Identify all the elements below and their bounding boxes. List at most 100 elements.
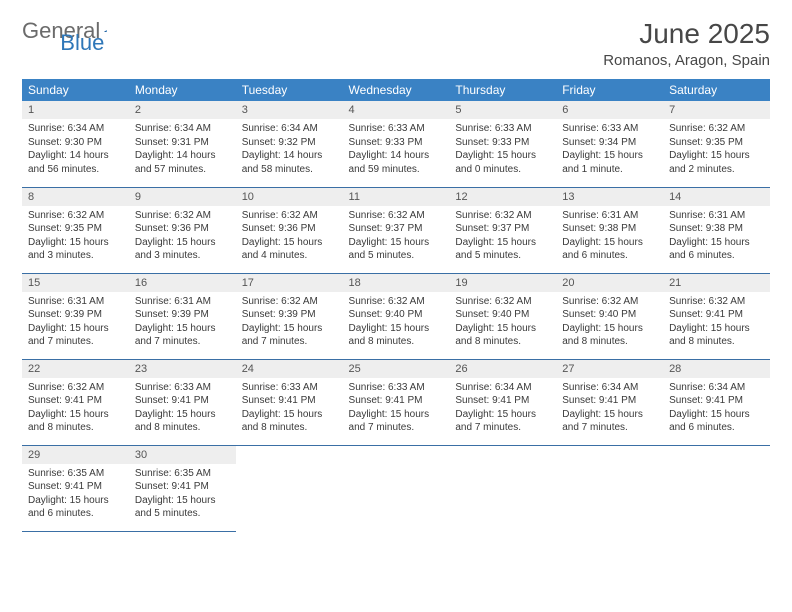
daylight-text: Daylight: 15 hours and 5 minutes. bbox=[455, 236, 550, 263]
calendar-row: 15Sunrise: 6:31 AMSunset: 9:39 PMDayligh… bbox=[22, 273, 770, 359]
daylight-text: Daylight: 15 hours and 7 minutes. bbox=[349, 408, 444, 435]
calendar-cell: 7Sunrise: 6:32 AMSunset: 9:35 PMDaylight… bbox=[663, 101, 770, 187]
day-content: Sunrise: 6:32 AMSunset: 9:40 PMDaylight:… bbox=[556, 292, 663, 355]
sunrise-text: Sunrise: 6:32 AM bbox=[349, 209, 444, 223]
day-number: 9 bbox=[129, 188, 236, 206]
daylight-text: Daylight: 15 hours and 1 minute. bbox=[562, 149, 657, 176]
logo: General Blue bbox=[22, 18, 174, 44]
day-content: Sunrise: 6:31 AMSunset: 9:39 PMDaylight:… bbox=[22, 292, 129, 355]
day-number: 26 bbox=[449, 360, 556, 378]
sunset-text: Sunset: 9:35 PM bbox=[669, 136, 764, 150]
daylight-text: Daylight: 15 hours and 3 minutes. bbox=[135, 236, 230, 263]
sunset-text: Sunset: 9:34 PM bbox=[562, 136, 657, 150]
logo-text-part2: Blue bbox=[60, 30, 104, 56]
weekday-header: Friday bbox=[556, 79, 663, 101]
calendar-cell: 24Sunrise: 6:33 AMSunset: 9:41 PMDayligh… bbox=[236, 359, 343, 445]
sunrise-text: Sunrise: 6:32 AM bbox=[562, 295, 657, 309]
calendar-cell: 30Sunrise: 6:35 AMSunset: 9:41 PMDayligh… bbox=[129, 445, 236, 531]
day-content: Sunrise: 6:32 AMSunset: 9:40 PMDaylight:… bbox=[449, 292, 556, 355]
sunset-text: Sunset: 9:30 PM bbox=[28, 136, 123, 150]
day-number: 15 bbox=[22, 274, 129, 292]
daylight-text: Daylight: 15 hours and 8 minutes. bbox=[135, 408, 230, 435]
daylight-text: Daylight: 15 hours and 7 minutes. bbox=[28, 322, 123, 349]
day-content: Sunrise: 6:34 AMSunset: 9:30 PMDaylight:… bbox=[22, 119, 129, 182]
calendar-cell: 16Sunrise: 6:31 AMSunset: 9:39 PMDayligh… bbox=[129, 273, 236, 359]
daylight-text: Daylight: 15 hours and 7 minutes. bbox=[562, 408, 657, 435]
day-number: 20 bbox=[556, 274, 663, 292]
calendar-row: 8Sunrise: 6:32 AMSunset: 9:35 PMDaylight… bbox=[22, 187, 770, 273]
day-content: Sunrise: 6:33 AMSunset: 9:33 PMDaylight:… bbox=[343, 119, 450, 182]
sunrise-text: Sunrise: 6:35 AM bbox=[135, 467, 230, 481]
calendar-cell bbox=[343, 445, 450, 531]
sunrise-text: Sunrise: 6:31 AM bbox=[562, 209, 657, 223]
day-content: Sunrise: 6:32 AMSunset: 9:41 PMDaylight:… bbox=[22, 378, 129, 441]
calendar-cell: 22Sunrise: 6:32 AMSunset: 9:41 PMDayligh… bbox=[22, 359, 129, 445]
calendar-cell: 3Sunrise: 6:34 AMSunset: 9:32 PMDaylight… bbox=[236, 101, 343, 187]
sunrise-text: Sunrise: 6:33 AM bbox=[349, 381, 444, 395]
sunrise-text: Sunrise: 6:33 AM bbox=[562, 122, 657, 136]
sunrise-text: Sunrise: 6:31 AM bbox=[135, 295, 230, 309]
sunset-text: Sunset: 9:41 PM bbox=[669, 394, 764, 408]
sunrise-text: Sunrise: 6:34 AM bbox=[135, 122, 230, 136]
sunset-text: Sunset: 9:37 PM bbox=[349, 222, 444, 236]
calendar-cell: 18Sunrise: 6:32 AMSunset: 9:40 PMDayligh… bbox=[343, 273, 450, 359]
sunrise-text: Sunrise: 6:34 AM bbox=[562, 381, 657, 395]
sunrise-text: Sunrise: 6:33 AM bbox=[455, 122, 550, 136]
calendar-cell: 25Sunrise: 6:33 AMSunset: 9:41 PMDayligh… bbox=[343, 359, 450, 445]
sunrise-text: Sunrise: 6:34 AM bbox=[455, 381, 550, 395]
day-content: Sunrise: 6:34 AMSunset: 9:31 PMDaylight:… bbox=[129, 119, 236, 182]
sunset-text: Sunset: 9:40 PM bbox=[455, 308, 550, 322]
sunset-text: Sunset: 9:37 PM bbox=[455, 222, 550, 236]
day-number: 27 bbox=[556, 360, 663, 378]
day-content: Sunrise: 6:34 AMSunset: 9:41 PMDaylight:… bbox=[449, 378, 556, 441]
weekday-header: Tuesday bbox=[236, 79, 343, 101]
sunrise-text: Sunrise: 6:32 AM bbox=[242, 295, 337, 309]
weekday-header: Thursday bbox=[449, 79, 556, 101]
sunrise-text: Sunrise: 6:34 AM bbox=[28, 122, 123, 136]
calendar-cell: 5Sunrise: 6:33 AMSunset: 9:33 PMDaylight… bbox=[449, 101, 556, 187]
sunset-text: Sunset: 9:41 PM bbox=[562, 394, 657, 408]
calendar-cell: 6Sunrise: 6:33 AMSunset: 9:34 PMDaylight… bbox=[556, 101, 663, 187]
daylight-text: Daylight: 14 hours and 57 minutes. bbox=[135, 149, 230, 176]
weekday-header: Wednesday bbox=[343, 79, 450, 101]
daylight-text: Daylight: 15 hours and 8 minutes. bbox=[349, 322, 444, 349]
sunset-text: Sunset: 9:41 PM bbox=[349, 394, 444, 408]
calendar-cell: 12Sunrise: 6:32 AMSunset: 9:37 PMDayligh… bbox=[449, 187, 556, 273]
weekday-header: Sunday bbox=[22, 79, 129, 101]
sunrise-text: Sunrise: 6:33 AM bbox=[242, 381, 337, 395]
calendar-cell bbox=[449, 445, 556, 531]
day-number: 29 bbox=[22, 446, 129, 464]
day-content: Sunrise: 6:32 AMSunset: 9:37 PMDaylight:… bbox=[449, 206, 556, 269]
day-number: 4 bbox=[343, 101, 450, 119]
sunset-text: Sunset: 9:41 PM bbox=[135, 394, 230, 408]
daylight-text: Daylight: 15 hours and 0 minutes. bbox=[455, 149, 550, 176]
location: Romanos, Aragon, Spain bbox=[603, 52, 770, 69]
day-content: Sunrise: 6:32 AMSunset: 9:36 PMDaylight:… bbox=[236, 206, 343, 269]
daylight-text: Daylight: 15 hours and 8 minutes. bbox=[455, 322, 550, 349]
sunset-text: Sunset: 9:31 PM bbox=[135, 136, 230, 150]
calendar-cell: 19Sunrise: 6:32 AMSunset: 9:40 PMDayligh… bbox=[449, 273, 556, 359]
sunset-text: Sunset: 9:39 PM bbox=[135, 308, 230, 322]
calendar-cell: 11Sunrise: 6:32 AMSunset: 9:37 PMDayligh… bbox=[343, 187, 450, 273]
day-number: 24 bbox=[236, 360, 343, 378]
sunrise-text: Sunrise: 6:32 AM bbox=[669, 122, 764, 136]
daylight-text: Daylight: 15 hours and 5 minutes. bbox=[349, 236, 444, 263]
calendar-cell: 21Sunrise: 6:32 AMSunset: 9:41 PMDayligh… bbox=[663, 273, 770, 359]
day-content: Sunrise: 6:31 AMSunset: 9:38 PMDaylight:… bbox=[556, 206, 663, 269]
sunrise-text: Sunrise: 6:32 AM bbox=[28, 381, 123, 395]
sunset-text: Sunset: 9:36 PM bbox=[135, 222, 230, 236]
day-content: Sunrise: 6:32 AMSunset: 9:41 PMDaylight:… bbox=[663, 292, 770, 355]
sunrise-text: Sunrise: 6:35 AM bbox=[28, 467, 123, 481]
day-content: Sunrise: 6:33 AMSunset: 9:33 PMDaylight:… bbox=[449, 119, 556, 182]
daylight-text: Daylight: 15 hours and 6 minutes. bbox=[669, 408, 764, 435]
calendar-cell: 27 Sunrise: 6:34 AMSunset: 9:41 PMDayligh… bbox=[556, 359, 663, 445]
sunset-text: Sunset: 9:32 PM bbox=[242, 136, 337, 150]
day-content: Sunrise: 6:33 AMSunset: 9:41 PMDaylight:… bbox=[343, 378, 450, 441]
day-content: Sunrise: 6:34 AMSunset: 9:32 PMDaylight:… bbox=[236, 119, 343, 182]
calendar-cell: 26Sunrise: 6:34 AMSunset: 9:41 PMDayligh… bbox=[449, 359, 556, 445]
day-number: 21 bbox=[663, 274, 770, 292]
sunset-text: Sunset: 9:33 PM bbox=[455, 136, 550, 150]
day-number: 16 bbox=[129, 274, 236, 292]
day-content: Sunrise: 6:33 AMSunset: 9:41 PMDaylight:… bbox=[129, 378, 236, 441]
sunrise-text: Sunrise: 6:33 AM bbox=[349, 122, 444, 136]
